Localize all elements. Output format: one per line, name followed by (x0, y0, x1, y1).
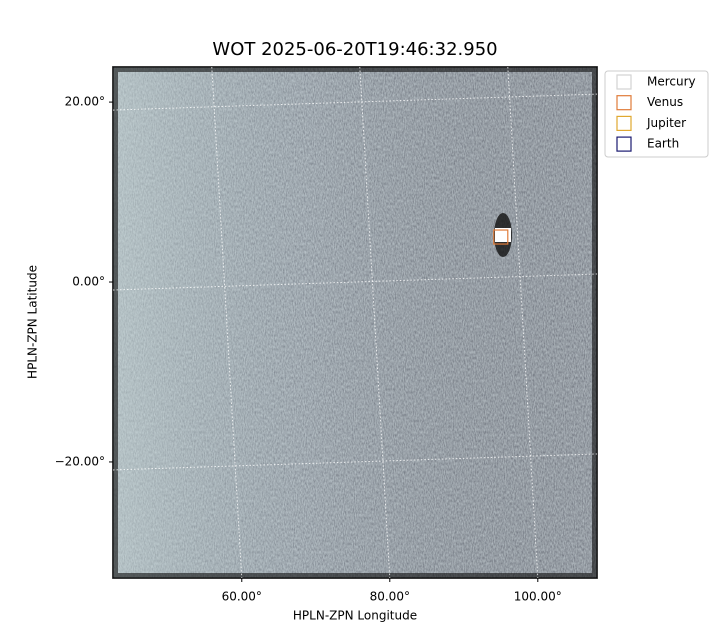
x-tick-label: 100.00° (514, 590, 562, 604)
legend-label: Mercury (647, 75, 696, 89)
legend-marker (616, 74, 632, 90)
legend-label: Venus (647, 95, 683, 109)
grid-line (211, 66, 243, 579)
legend-marker (616, 115, 632, 132)
y-tick-label: 0.00° (72, 275, 105, 289)
legend-label: Jupiter (646, 116, 686, 130)
grid-line (359, 66, 391, 579)
y-tick-label: −20.00° (55, 454, 105, 468)
grid-line (112, 453, 598, 471)
chart-title: WOT 2025-06-20T19:46:32.950 (212, 39, 497, 60)
x-axis-label: HPLN-ZPN Longitude (293, 609, 417, 623)
grid-line (507, 66, 539, 579)
y-tick-label: 20.00° (65, 95, 105, 109)
y-axis-label: HPLN-ZPN Latitude (26, 265, 40, 379)
bright-spot (495, 228, 511, 242)
x-tick-label: 80.00° (370, 590, 410, 604)
plot-frame (112, 66, 598, 579)
grid-line (112, 93, 598, 111)
image (112, 66, 598, 579)
image-glow (113, 67, 597, 578)
legend-box (604, 70, 709, 158)
x-tick-label: 60.00° (222, 590, 262, 604)
legend-label: Earth (647, 137, 679, 151)
legend-marker (616, 136, 632, 152)
image-edge (112, 66, 598, 579)
grid-line (112, 273, 598, 291)
planet-marker (493, 229, 509, 245)
legend-marker (616, 95, 632, 111)
